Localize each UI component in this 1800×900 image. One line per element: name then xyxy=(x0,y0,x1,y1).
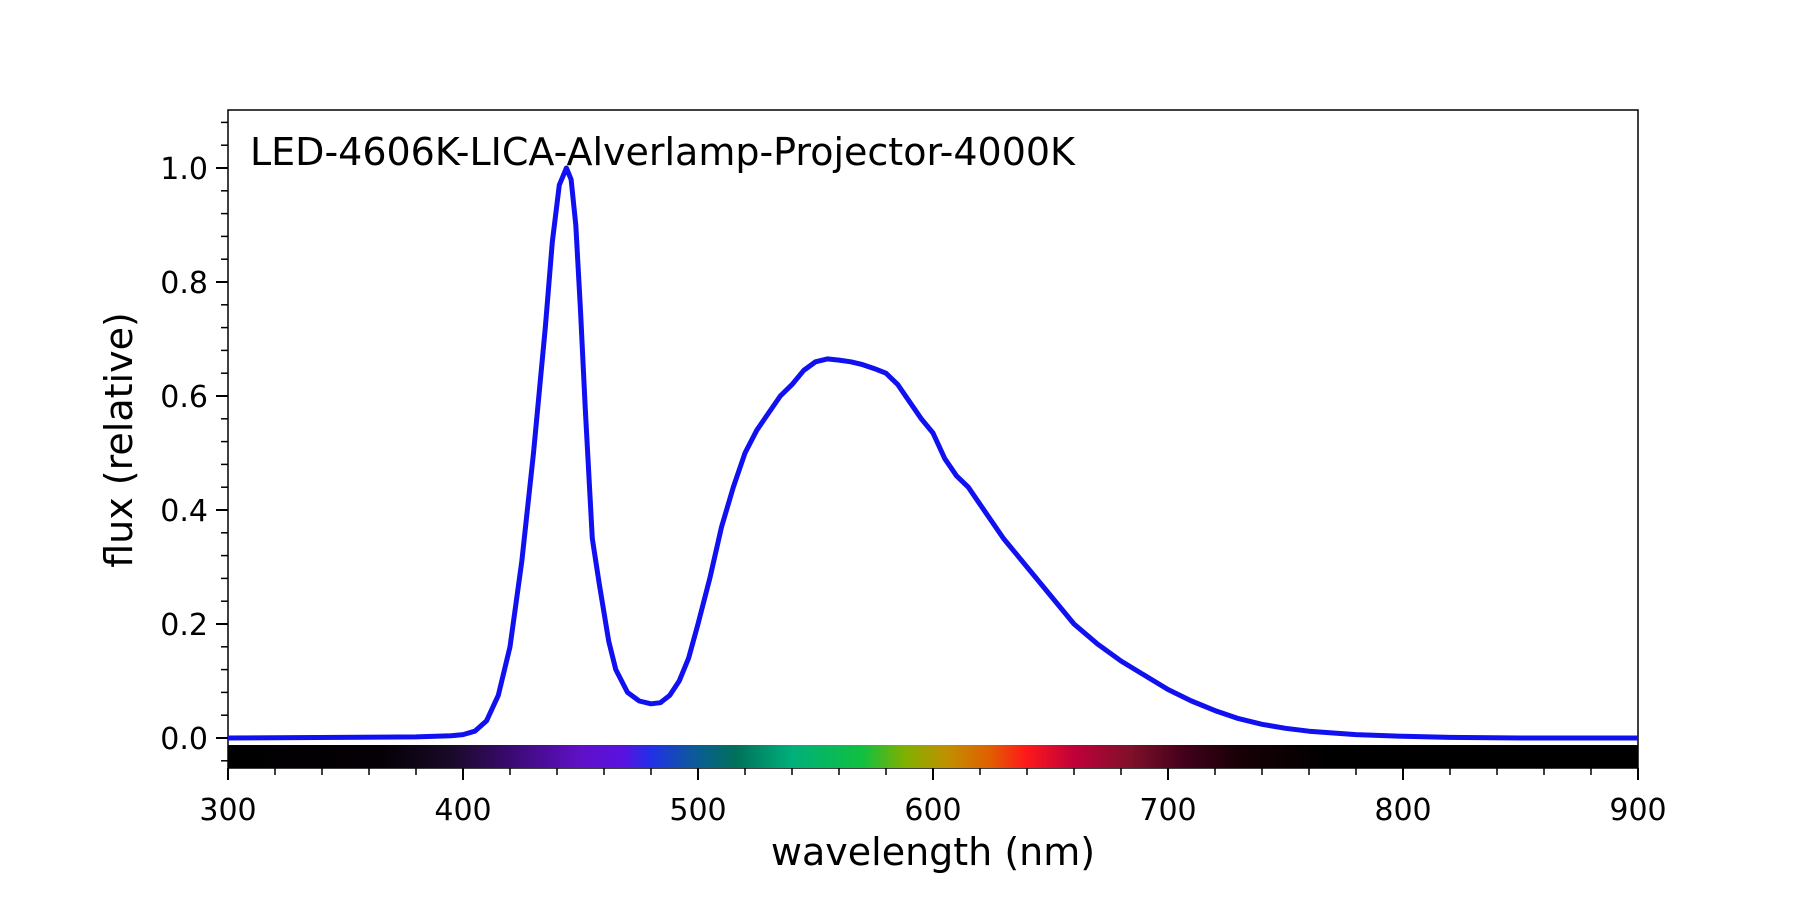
y-tick-label: 1.0 xyxy=(160,152,208,187)
visible-spectrum-bar xyxy=(228,745,1638,768)
x-tick-label: 900 xyxy=(1609,793,1666,828)
flux-series-line xyxy=(228,165,1638,741)
y-tick-label: 0.0 xyxy=(160,722,208,757)
x-tick-label: 400 xyxy=(434,793,491,828)
x-axis-ticks: 300 400 500 600 700 800 900 xyxy=(199,768,1667,828)
y-axis-title: flux (relative) xyxy=(97,312,141,568)
x-tick-label: 300 xyxy=(199,793,256,828)
y-axis-ticks: 0.0 0.2 0.4 0.6 0.8 1.0 xyxy=(160,121,228,762)
x-tick-label: 700 xyxy=(1139,793,1196,828)
x-tick-label: 800 xyxy=(1374,793,1431,828)
x-tick-label: 600 xyxy=(904,793,961,828)
y-tick-label: 0.8 xyxy=(160,266,208,301)
y-tick-label: 0.2 xyxy=(160,608,208,643)
y-tick-label: 0.4 xyxy=(160,494,208,529)
y-tick-label: 0.6 xyxy=(160,380,208,415)
plot-frame xyxy=(227,109,1639,769)
x-axis-title: wavelength (nm) xyxy=(771,830,1095,874)
chart-title: LED-4606K-LICA-Alverlamp-Projector-4000K xyxy=(250,130,1076,174)
x-tick-label: 500 xyxy=(669,793,726,828)
